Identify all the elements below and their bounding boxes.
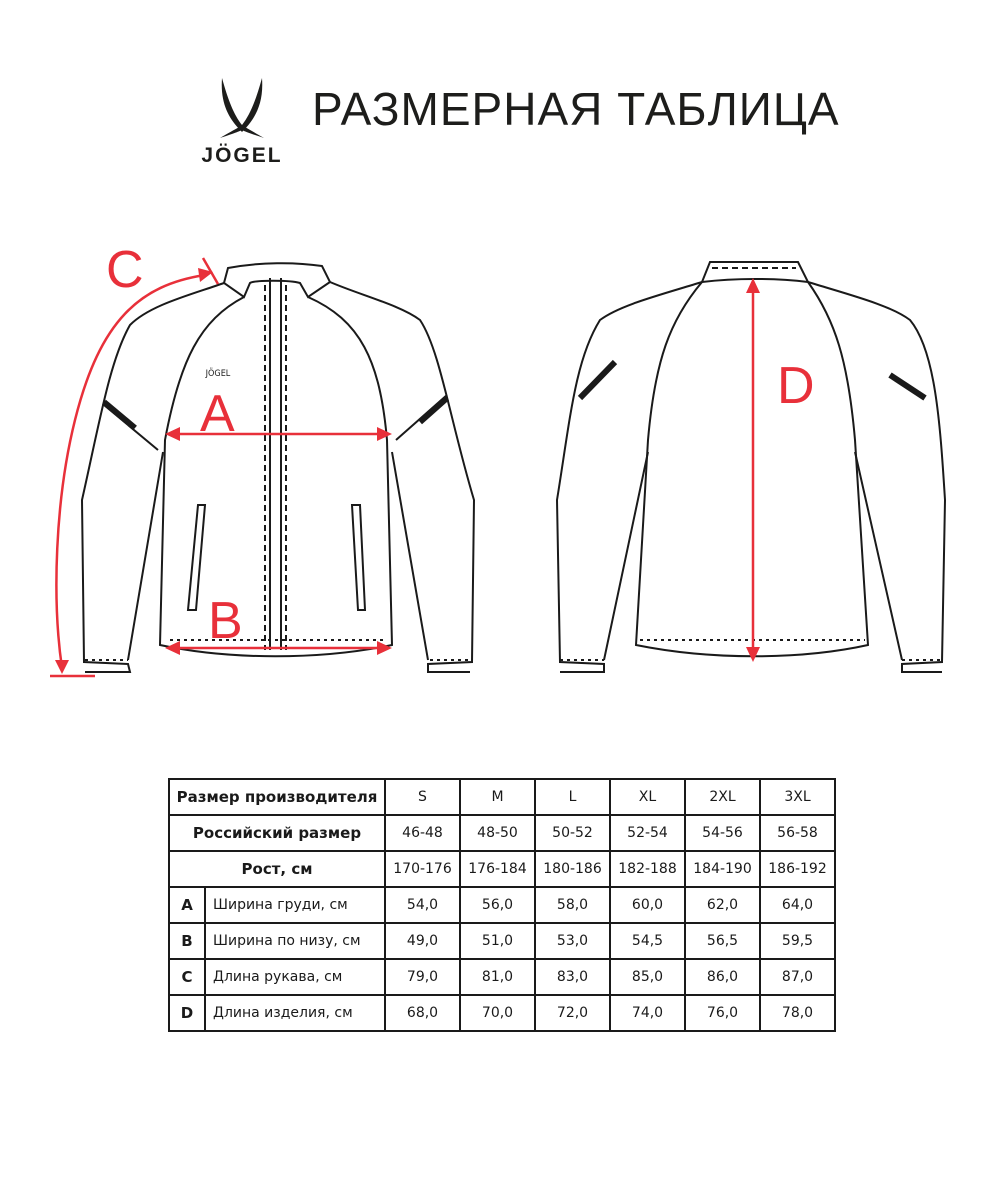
value-cell: 64,0	[759, 886, 836, 924]
size-cell: 2XL	[684, 778, 761, 816]
value-cell: 83,0	[534, 958, 611, 996]
value-cell: 81,0	[459, 958, 536, 996]
row-letter: C	[168, 958, 206, 996]
size-cell: M	[459, 778, 536, 816]
value-cell: 170-176	[384, 850, 461, 888]
table-row-manufacturer-size: Размер производителя S M L XL 2XL 3XL	[168, 778, 836, 816]
value-cell: 176-184	[459, 850, 536, 888]
table-row-russian-size: Российский размер 46-48 48-50 50-52 52-5…	[168, 814, 836, 852]
value-cell: 180-186	[534, 850, 611, 888]
value-cell: 48-50	[459, 814, 536, 852]
svg-text:JÖGEL: JÖGEL	[201, 144, 282, 167]
value-cell: 79,0	[384, 958, 461, 996]
label-b: B	[208, 592, 243, 650]
value-cell: 68,0	[384, 994, 461, 1032]
size-cell: XL	[609, 778, 686, 816]
value-cell: 182-188	[609, 850, 686, 888]
row-letter: B	[168, 922, 206, 960]
header-label: Размер производителя	[168, 778, 386, 816]
value-cell: 58,0	[534, 886, 611, 924]
value-cell: 49,0	[384, 922, 461, 960]
value-cell: 70,0	[459, 994, 536, 1032]
value-cell: 46-48	[384, 814, 461, 852]
row-letter: D	[168, 994, 206, 1032]
value-cell: 78,0	[759, 994, 836, 1032]
label-a: A	[200, 385, 235, 443]
value-cell: 53,0	[534, 922, 611, 960]
row-label: Российский размер	[168, 814, 386, 852]
measure-lines	[50, 257, 760, 678]
value-cell: 51,0	[459, 922, 536, 960]
table-row-d: D Длина изделия, см 68,0 70,0 72,0 74,0 …	[168, 994, 836, 1032]
value-cell: 54,5	[609, 922, 686, 960]
jogel-logo: JÖGEL	[201, 78, 282, 167]
value-cell: 56-58	[759, 814, 836, 852]
value-cell: 184-190	[684, 850, 761, 888]
value-cell: 76,0	[684, 994, 761, 1032]
value-cell: 85,0	[609, 958, 686, 996]
value-cell: 186-192	[759, 850, 836, 888]
value-cell: 56,5	[684, 922, 761, 960]
value-cell: 50-52	[534, 814, 611, 852]
table-row-c: C Длина рукава, см 79,0 81,0 83,0 85,0 8…	[168, 958, 836, 996]
row-label: Длина рукава, см	[204, 958, 386, 996]
jacket-front: JÖGEL	[80, 262, 476, 673]
value-cell: 87,0	[759, 958, 836, 996]
label-d: D	[777, 357, 815, 415]
value-cell: 86,0	[684, 958, 761, 996]
size-cell: S	[384, 778, 461, 816]
jacket-back	[555, 261, 947, 673]
page-title: РАЗМЕРНАЯ ТАБЛИЦА	[312, 83, 840, 135]
size-cell: L	[534, 778, 611, 816]
value-cell: 59,5	[759, 922, 836, 960]
value-cell: 54-56	[684, 814, 761, 852]
size-cell: 3XL	[759, 778, 836, 816]
row-letter: A	[168, 886, 206, 924]
row-label: Длина изделия, см	[204, 994, 386, 1032]
measure-c-line	[55, 273, 206, 669]
size-table: Размер производителя S M L XL 2XL 3XL Ро…	[168, 778, 836, 1032]
table-row-b: B Ширина по низу, см 49,0 51,0 53,0 54,5…	[168, 922, 836, 960]
value-cell: 72,0	[534, 994, 611, 1032]
row-label: Рост, см	[168, 850, 386, 888]
value-cell: 74,0	[609, 994, 686, 1032]
value-cell: 52-54	[609, 814, 686, 852]
table-row-height: Рост, см 170-176 176-184 180-186 182-188…	[168, 850, 836, 888]
row-label: Ширина груди, см	[204, 886, 386, 924]
row-label: Ширина по низу, см	[204, 922, 386, 960]
chest-logo: JÖGEL	[205, 368, 231, 379]
label-c: C	[106, 241, 144, 299]
table-row-a: A Ширина груди, см 54,0 56,0 58,0 60,0 6…	[168, 886, 836, 924]
jacket-diagrams: JÖGEL	[50, 257, 947, 678]
value-cell: 62,0	[684, 886, 761, 924]
value-cell: 54,0	[384, 886, 461, 924]
value-cell: 56,0	[459, 886, 536, 924]
value-cell: 60,0	[609, 886, 686, 924]
